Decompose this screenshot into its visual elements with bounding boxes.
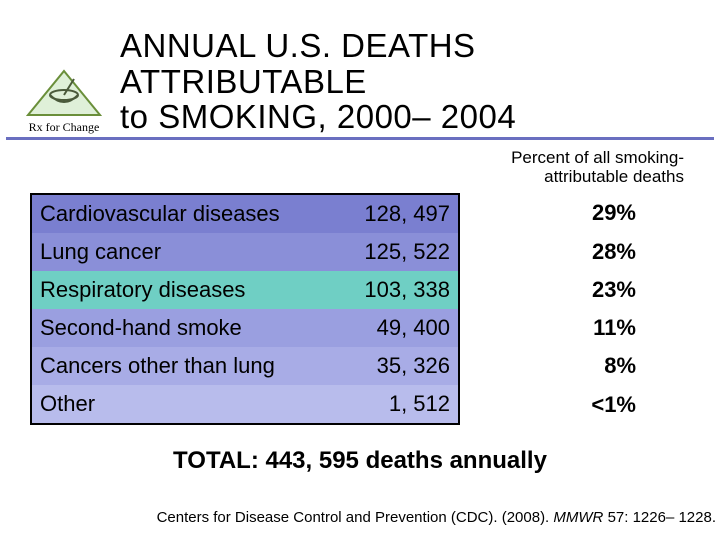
page-title: ANNUAL U.S. DEATHS ATTRIBUTABLE to SMOKI… (120, 28, 704, 137)
subhead-line-1: Percent of all smoking- (511, 148, 684, 167)
percent-subhead: Percent of all smoking- attributable dea… (0, 140, 720, 193)
citation-pages: 57: 1226– 1228. (608, 509, 716, 526)
total-line: TOTAL: 443, 595 deaths annually (0, 447, 720, 475)
percent-cell: 8% (460, 347, 700, 385)
cause-cell: Cardiovascular diseases (32, 201, 343, 227)
citation-journal: MMWR (553, 509, 607, 526)
percent-column: 29%28%23%11%8%<1% (460, 193, 700, 425)
cause-cell: Cancers other than lung (32, 353, 343, 379)
rx-for-change-logo: Rx for Change (20, 65, 108, 137)
table-row: Respiratory diseases103, 338 (32, 271, 458, 309)
table-row: Lung cancer125, 522 (32, 233, 458, 271)
percent-cell: 29% (460, 193, 700, 233)
percent-cell: 28% (460, 233, 700, 271)
table-row: Second-hand smoke49, 400 (32, 309, 458, 347)
logo-text: Rx for Change (29, 120, 100, 134)
value-cell: 125, 522 (343, 239, 458, 265)
percent-cell: <1% (460, 385, 700, 425)
value-cell: 1, 512 (343, 391, 458, 417)
title-line-2: to SMOKING, 2000– 2004 (120, 98, 516, 135)
percent-cell: 11% (460, 309, 700, 347)
title-line-1: ANNUAL U.S. DEATHS ATTRIBUTABLE (120, 27, 476, 100)
value-cell: 35, 326 (343, 353, 458, 379)
table-row: Cardiovascular diseases128, 497 (32, 195, 458, 233)
cause-cell: Respiratory diseases (32, 277, 343, 303)
value-cell: 49, 400 (343, 315, 458, 341)
citation: Centers for Disease Control and Preventi… (157, 509, 716, 526)
cause-cell: Lung cancer (32, 239, 343, 265)
value-cell: 103, 338 (343, 277, 458, 303)
cause-cell: Second-hand smoke (32, 315, 343, 341)
subhead-line-2: attributable deaths (544, 167, 684, 186)
data-table: Cardiovascular diseases128, 497Lung canc… (30, 193, 700, 425)
cause-cell: Other (32, 391, 343, 417)
value-cell: 128, 497 (343, 201, 458, 227)
percent-cell: 23% (460, 271, 700, 309)
header: Rx for Change ANNUAL U.S. DEATHS ATTRIBU… (6, 0, 714, 140)
table-row: Other1, 512 (32, 385, 458, 423)
citation-source: Centers for Disease Control and Preventi… (157, 509, 554, 526)
data-box: Cardiovascular diseases128, 497Lung canc… (30, 193, 460, 425)
table-row: Cancers other than lung35, 326 (32, 347, 458, 385)
